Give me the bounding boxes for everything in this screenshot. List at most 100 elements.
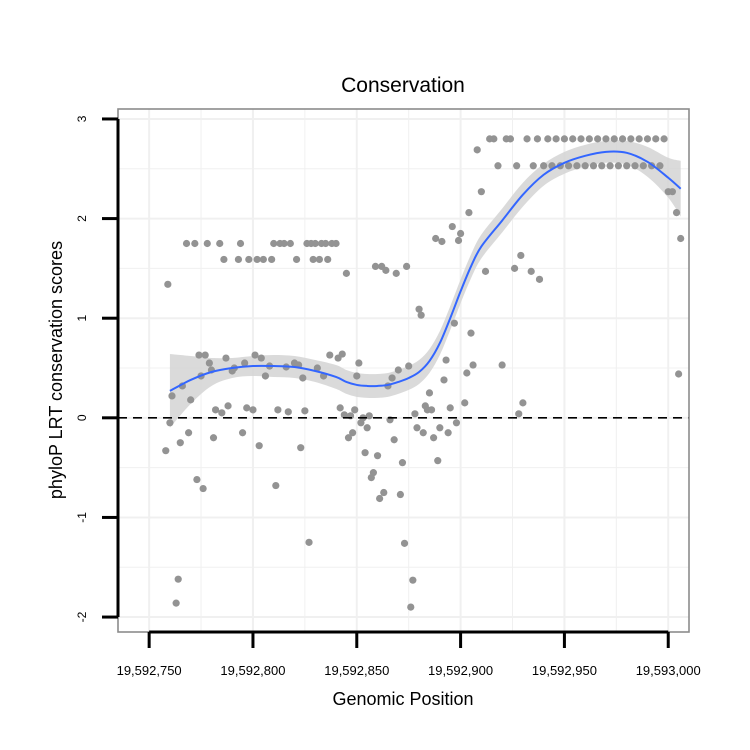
data-point: [635, 135, 643, 143]
data-point: [234, 255, 243, 264]
confidence-band: [169, 140, 681, 428]
data-point: [656, 162, 664, 170]
data-point: [164, 280, 172, 288]
data-point: [602, 135, 610, 143]
data-point: [355, 359, 363, 367]
data-point: [540, 162, 548, 170]
data-point: [255, 442, 263, 450]
data-point: [224, 402, 232, 410]
data-point: [498, 361, 506, 369]
data-point: [446, 404, 454, 412]
data-point: [241, 359, 249, 367]
data-point: [510, 264, 519, 272]
data-point: [185, 429, 193, 437]
data-point: [270, 239, 278, 248]
data-point: [660, 135, 668, 143]
data-point: [473, 146, 481, 154]
data-point: [313, 364, 321, 372]
data-point: [363, 424, 371, 432]
data-point: [490, 135, 498, 143]
x-tick-label: 19,592,950: [532, 663, 597, 678]
data-point: [448, 222, 456, 231]
data-point: [430, 434, 438, 442]
data-point: [577, 135, 585, 143]
data-point: [336, 404, 344, 412]
data-point: [643, 135, 652, 143]
data-point: [195, 351, 203, 359]
data-point: [236, 239, 245, 248]
data-point: [209, 434, 218, 442]
data-point: [465, 209, 473, 217]
data-point: [299, 374, 307, 382]
data-point: [301, 407, 309, 415]
data-point: [340, 411, 348, 419]
data-point: [249, 406, 257, 414]
x-tick-label: 19,592,800: [220, 663, 285, 678]
y-tick-label: -1: [75, 512, 89, 523]
data-point: [380, 488, 388, 497]
y-tick-label: 0: [75, 414, 89, 421]
data-point: [631, 162, 639, 170]
data-point: [527, 267, 535, 275]
data-point: [324, 255, 332, 264]
y-tick-label: 3: [75, 115, 89, 122]
data-point: [675, 370, 683, 378]
data-point: [373, 452, 382, 460]
data-point: [434, 457, 442, 465]
data-point: [614, 162, 623, 170]
data-point: [203, 239, 211, 248]
data-point: [168, 392, 176, 400]
data-point: [332, 239, 340, 248]
data-point: [440, 376, 448, 384]
data-point: [176, 439, 184, 447]
x-tick-label: 19,593,000: [636, 663, 701, 678]
data-point: [297, 444, 305, 452]
plot-panel: [117, 108, 690, 633]
data-point: [668, 188, 676, 196]
x-tick-label: 19,592,750: [117, 663, 182, 678]
data-point: [400, 539, 409, 547]
data-point: [349, 429, 357, 437]
data-point: [371, 262, 380, 270]
data-point: [627, 135, 635, 143]
y-tick-label: 2: [75, 215, 89, 222]
data-point: [544, 135, 552, 143]
data-point: [390, 436, 398, 444]
data-point: [425, 389, 434, 397]
data-point: [396, 490, 404, 499]
data-point: [506, 135, 515, 143]
data-point: [199, 484, 207, 493]
y-axis-title: phyloP LRT conservation scores: [46, 241, 66, 499]
data-point: [457, 229, 465, 238]
data-point: [652, 135, 660, 143]
data-point: [326, 351, 334, 359]
data-point: [564, 162, 573, 170]
data-point: [405, 362, 413, 370]
data-point: [309, 255, 317, 264]
data-point: [569, 135, 577, 143]
data-point: [519, 399, 527, 407]
data-point: [216, 239, 224, 248]
data-point: [220, 255, 228, 264]
data-point: [193, 475, 201, 484]
data-point: [222, 354, 230, 362]
data-point: [415, 305, 423, 313]
data-point: [274, 406, 282, 414]
data-point: [450, 319, 458, 327]
data-point: [598, 162, 606, 170]
data-point: [238, 429, 247, 437]
data-point: [311, 239, 319, 248]
data-point: [639, 162, 647, 170]
data-point: [560, 135, 569, 143]
data-point: [182, 239, 191, 248]
data-point: [585, 135, 593, 143]
data-point: [191, 239, 199, 248]
data-point: [187, 396, 195, 404]
data-point: [623, 162, 631, 170]
data-point: [552, 135, 560, 143]
data-point: [432, 234, 440, 243]
data-point: [245, 255, 253, 264]
data-point: [427, 406, 436, 414]
data-point: [272, 481, 280, 490]
